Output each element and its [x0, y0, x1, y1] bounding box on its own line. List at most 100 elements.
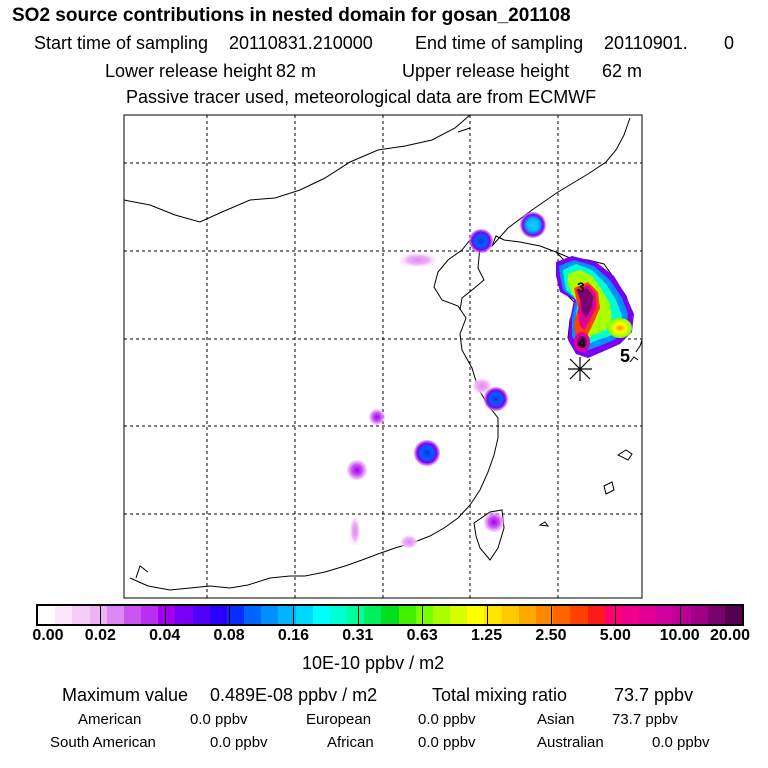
so2-hotspots: [347, 212, 634, 549]
colorbar-segment: [192, 606, 210, 624]
total-mixing-value: 73.7 ppbv: [614, 685, 694, 705]
station-marker-icon: [568, 357, 592, 381]
colorbar-unit-label: 10E-10 ppbv / m2: [302, 653, 445, 673]
colorbar-segment: [450, 606, 468, 624]
colorbar-segment: [123, 606, 142, 624]
colorbar-segment: [261, 606, 279, 624]
colorbar-segment: [89, 606, 107, 624]
hotspot-shanghai: [484, 387, 508, 411]
hotspot-liaodong: [520, 212, 546, 238]
colorbar: [36, 604, 744, 626]
colorbar-tick-label: 0.31: [342, 627, 374, 644]
colorbar-segment: [656, 606, 674, 624]
colorbar-tick-label: 5.00: [599, 627, 631, 644]
colorbar-tick-label: 10.00: [659, 627, 700, 644]
hotspot-north-china: [400, 253, 436, 267]
region-south-american-label: South American: [50, 734, 156, 751]
region-australian-value: 0.0 ppbv: [652, 734, 710, 751]
colorbar-divider: [550, 604, 552, 626]
colorbar-divider: [422, 604, 424, 626]
colorbar-segment: [72, 606, 90, 624]
colorbar-segment: [312, 606, 330, 624]
colorbar-segment: [364, 606, 382, 624]
colorbar-segment: [38, 606, 56, 624]
colorbar-tick-label: 0.08: [213, 627, 245, 644]
colorbar-segment: [639, 606, 657, 624]
colorbar-segment: [467, 606, 485, 624]
total-mixing-label: Total mixing ratio: [432, 685, 568, 705]
colorbar-segment: [724, 606, 743, 624]
end-time-label: End time of sampling: [415, 33, 584, 53]
max-value: 0.489E-08 ppbv / m2: [210, 685, 378, 705]
colorbar-divider: [679, 604, 681, 626]
colorbar-segment: [106, 606, 124, 624]
colorbar-segment: [673, 606, 691, 624]
map-label-5: 5: [620, 346, 630, 366]
hotspot-yangtze-north: [472, 378, 492, 394]
colorbar-divider: [293, 604, 295, 626]
colorbar-segment: [415, 606, 433, 624]
map-label-4: 4: [578, 335, 586, 351]
colorbar-segment: [484, 606, 502, 624]
colorbar-segment: [553, 606, 571, 624]
colorbar-segment: [398, 606, 416, 624]
colorbar-segment: [226, 606, 245, 624]
hotspot-anhui: [369, 409, 385, 425]
map-frame: [123, 114, 643, 599]
colorbar-segment: [570, 606, 588, 624]
colorbar-tick-label: 0.02: [84, 627, 116, 644]
region-australian-label: Australian: [537, 734, 604, 751]
hotspot-guangdong: [350, 517, 360, 545]
end-time-value: 20110901.: [604, 33, 688, 53]
colorbar-divider: [615, 604, 617, 626]
start-time-label: Start time of sampling: [34, 33, 209, 53]
lower-height-value: 82 m: [276, 61, 317, 81]
start-time-value: 20110831.210000: [229, 33, 373, 53]
max-value-label: Maximum value: [62, 685, 189, 705]
hotspot-fujian: [400, 535, 418, 549]
map-label-3: 3: [577, 279, 585, 295]
upper-height-label: Upper release height: [402, 61, 570, 81]
colorbar-segment: [244, 606, 262, 624]
region-south-american-value: 0.0 ppbv: [210, 734, 268, 751]
tracer-note: Passive tracer used, meteorological data…: [126, 87, 597, 107]
colorbar-segment: [141, 606, 159, 624]
hotspot-korea: [556, 256, 634, 358]
colorbar-segment: [329, 606, 348, 624]
colorbar-divider: [164, 604, 166, 626]
colorbar-segment: [295, 606, 313, 624]
colorbar-divider: [486, 604, 488, 626]
map-gridlines: [124, 115, 642, 598]
colorbar-tick-label: 2.50: [535, 627, 567, 644]
chart-title: SO2 source contributions in nested domai…: [12, 5, 571, 26]
map-coastlines: [124, 115, 642, 591]
hotspot-bohai: [469, 229, 493, 253]
colorbar-tick-label: 1.25: [470, 627, 503, 644]
colorbar-segment: [209, 606, 227, 624]
region-african-value: 0.0 ppbv: [418, 734, 476, 751]
end-time-value-hour: 0: [724, 33, 735, 53]
region-african-label: African: [327, 734, 374, 751]
colorbar-divider: [357, 604, 359, 626]
colorbar-segment: [690, 606, 708, 624]
colorbar-segment: [707, 606, 725, 624]
colorbar-segment: [501, 606, 519, 624]
colorbar-tick-label: 0.04: [149, 627, 181, 644]
region-american-label: American: [78, 711, 142, 728]
colorbar-segment: [381, 606, 399, 624]
colorbar-divider: [229, 604, 231, 626]
colorbar-segment: [55, 606, 73, 624]
colorbar-segment: [158, 606, 176, 624]
colorbar-segment: [518, 606, 536, 624]
colorbar-segment: [604, 606, 622, 624]
colorbar-tick-label: 0.00: [32, 627, 64, 644]
region-european-value: 0.0 ppbv: [418, 711, 476, 728]
region-american-value: 0.0 ppbv: [190, 711, 248, 728]
hotspot-hunan: [347, 460, 367, 480]
colorbar-tick-label: 20.00: [709, 627, 751, 644]
colorbar-tick-label: 0.16: [277, 627, 310, 644]
colorbar-segment: [432, 606, 451, 624]
colorbar-segment: [621, 606, 640, 624]
colorbar-segment: [535, 606, 554, 624]
